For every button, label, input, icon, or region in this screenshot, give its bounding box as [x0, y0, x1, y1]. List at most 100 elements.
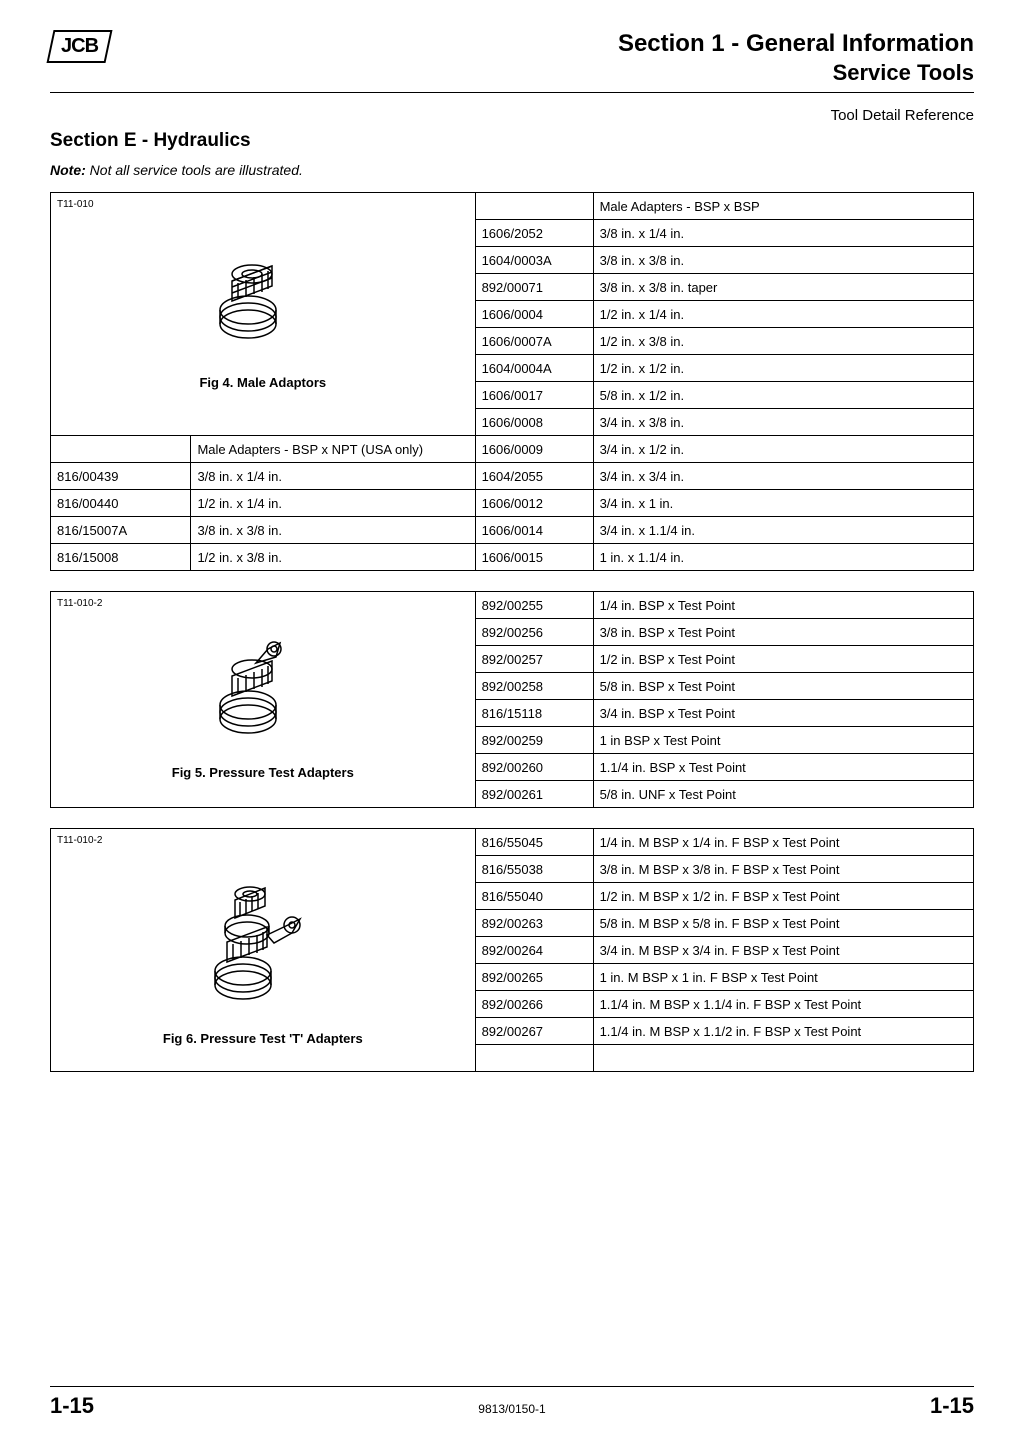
table-cell: 1.1/4 in. M BSP x 1.1/4 in. F BSP x Test…: [593, 991, 973, 1018]
table-cell: 5/8 in. x 1/2 in.: [593, 382, 973, 409]
table-cell: 1 in. x 1.1/4 in.: [593, 544, 973, 571]
fig6-image-cell: T11-010-2: [51, 829, 476, 1072]
page-header: JCB Section 1 - General Information Serv…: [50, 30, 974, 86]
pressure-test-adapter-icon: [198, 619, 328, 759]
note-label: Note:: [50, 162, 86, 178]
table-cell: 1606/0014: [475, 517, 593, 544]
table-cell: 816/55038: [475, 856, 593, 883]
table-cell: 1/4 in. BSP x Test Point: [593, 592, 973, 619]
table-cell: 1606/0015: [475, 544, 593, 571]
table-cell: 3/8 in. x 3/8 in.: [191, 517, 475, 544]
table-cell: 816/00440: [51, 490, 191, 517]
table-cell: 1 in BSP x Test Point: [593, 727, 973, 754]
header-section-title: Section 1 - General Information: [618, 30, 974, 58]
table-cell: 5/8 in. M BSP x 5/8 in. F BSP x Test Poi…: [593, 910, 973, 937]
fig5-table: T11-010-2 Fig 5. Press: [50, 591, 974, 808]
table-cell: 1/2 in. x 1/4 in.: [593, 301, 973, 328]
fig4-ref: T11-010: [57, 199, 94, 210]
table-cell: 892/00255: [475, 592, 593, 619]
table-cell: 816/00439: [51, 463, 191, 490]
fig5-ref: T11-010-2: [57, 598, 102, 609]
table-cell: 5/8 in. BSP x Test Point: [593, 673, 973, 700]
table-cell: 1/2 in. x 3/8 in.: [593, 328, 973, 355]
table-cell: 1.1/4 in. BSP x Test Point: [593, 754, 973, 781]
table-cell: 1606/0004: [475, 301, 593, 328]
header-rule: [50, 92, 974, 93]
table-cell: 892/00256: [475, 619, 593, 646]
table-cell: 1604/2055: [475, 463, 593, 490]
logo-text: JCB: [61, 35, 98, 58]
table-cell: 1.1/4 in. M BSP x 1.1/2 in. F BSP x Test…: [593, 1018, 973, 1045]
table-cell: 1/2 in. x 3/8 in.: [191, 544, 475, 571]
table-cell: 1604/0004A: [475, 355, 593, 382]
table-cell: 1606/0012: [475, 490, 593, 517]
table-cell: [51, 436, 191, 463]
table-cell: [475, 193, 593, 220]
page-num-left: 1-15: [50, 1393, 94, 1419]
table-cell: 3/8 in. x 3/8 in. taper: [593, 274, 973, 301]
table-cell: 892/00257: [475, 646, 593, 673]
table-cell: 1606/2052: [475, 220, 593, 247]
table-cell: 892/00263: [475, 910, 593, 937]
table-cell: [475, 1045, 593, 1072]
table-cell: 1 in. M BSP x 1 in. F BSP x Test Point: [593, 964, 973, 991]
table-cell: 892/00259: [475, 727, 593, 754]
fig4-image-cell: T11-010 Fig 4. Male Adaptors: [51, 193, 476, 436]
table-cell: 816/55045: [475, 829, 593, 856]
table-cell: 3/4 in. x 3/8 in.: [593, 409, 973, 436]
pressure-test-t-adapter-icon: [188, 855, 338, 1025]
section-e-heading: Section E - Hydraulics: [50, 130, 974, 152]
table-cell: 816/15007A: [51, 517, 191, 544]
table-cell: 892/00071: [475, 274, 593, 301]
table-cell: 1/2 in. BSP x Test Point: [593, 646, 973, 673]
logo: JCB: [50, 30, 109, 63]
header-service-tools: Service Tools: [618, 60, 974, 86]
fig4-caption: Fig 4. Male Adaptors: [57, 375, 469, 390]
table-cell: 3/8 in. x 3/8 in.: [593, 247, 973, 274]
table-cell: 3/4 in. BSP x Test Point: [593, 700, 973, 727]
footer-rule: [50, 1386, 974, 1387]
table-cell: 1/4 in. M BSP x 1/4 in. F BSP x Test Poi…: [593, 829, 973, 856]
table-cell: 816/15118: [475, 700, 593, 727]
table-cell: 5/8 in. UNF x Test Point: [593, 781, 973, 808]
table-cell: 816/55040: [475, 883, 593, 910]
tool-detail-ref: Tool Detail Reference: [50, 107, 974, 124]
table-cell: 892/00261: [475, 781, 593, 808]
page-footer: 1-15 9813/0150-1 1-15: [50, 1386, 974, 1419]
table-cell: 816/15008: [51, 544, 191, 571]
table-cell: 3/8 in. BSP x Test Point: [593, 619, 973, 646]
table-cell: 3/4 in. x 3/4 in.: [593, 463, 973, 490]
note-text: Not all service tools are illustrated.: [86, 162, 303, 178]
table-cell: 892/00265: [475, 964, 593, 991]
header-right: Section 1 - General Information Service …: [618, 30, 974, 86]
table-cell: 1606/0017: [475, 382, 593, 409]
table-cell: 1/2 in. x 1/4 in.: [191, 490, 475, 517]
table-cell: 1606/0007A: [475, 328, 593, 355]
npt-label: Male Adapters - BSP x NPT (USA only): [191, 436, 475, 463]
table-cell: 1/2 in. M BSP x 1/2 in. F BSP x Test Poi…: [593, 883, 973, 910]
table-cell: 892/00258: [475, 673, 593, 700]
table-cell: 3/8 in. x 1/4 in.: [191, 463, 475, 490]
table-cell: 3/4 in. x 1 in.: [593, 490, 973, 517]
fig6-table: T11-010-2: [50, 828, 974, 1072]
table-cell: 892/00264: [475, 937, 593, 964]
table-cell: 1606/0009: [475, 436, 593, 463]
male-adaptor-icon: [198, 239, 328, 369]
table-cell: [593, 1045, 973, 1072]
table-cell: 1/2 in. x 1/2 in.: [593, 355, 973, 382]
table-cell: 3/8 in. x 1/4 in.: [593, 220, 973, 247]
note-line: Note: Not all service tools are illustra…: [50, 162, 974, 178]
table-cell: 1606/0008: [475, 409, 593, 436]
table-cell: 892/00267: [475, 1018, 593, 1045]
page-num-right: 1-15: [930, 1393, 974, 1419]
table-cell: 3/4 in. x 1/2 in.: [593, 436, 973, 463]
table-cell: 1604/0003A: [475, 247, 593, 274]
table-cell: 892/00260: [475, 754, 593, 781]
table-cell: 3/8 in. M BSP x 3/8 in. F BSP x Test Poi…: [593, 856, 973, 883]
doc-number: 9813/0150-1: [478, 1402, 545, 1416]
fig6-ref: T11-010-2: [57, 835, 102, 846]
table-cell: 892/00266: [475, 991, 593, 1018]
fig6-caption: Fig 6. Pressure Test 'T' Adapters: [57, 1031, 469, 1046]
fig4-header-right: Male Adapters - BSP x BSP: [593, 193, 973, 220]
table-cell: 3/4 in. M BSP x 3/4 in. F BSP x Test Poi…: [593, 937, 973, 964]
